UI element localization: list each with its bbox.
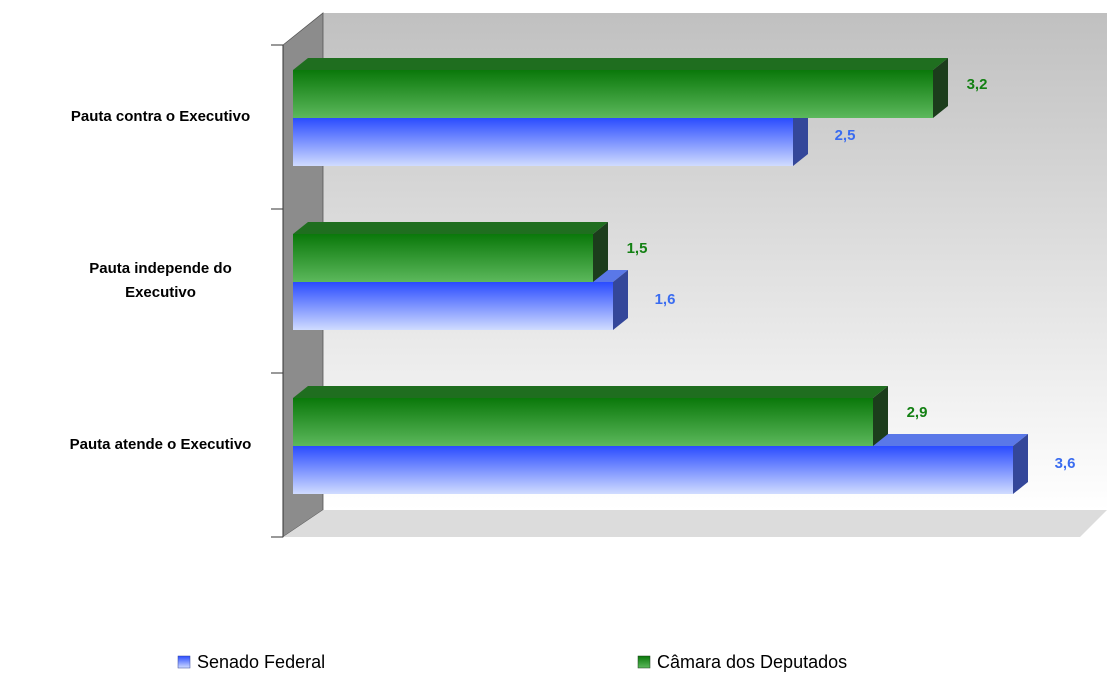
bar-front — [293, 118, 793, 166]
value-label: 3,2 — [967, 76, 988, 93]
category-label: Pauta contra o Executivo — [70, 108, 251, 125]
legend-swatch — [637, 655, 651, 669]
value-label: 1,5 — [627, 240, 648, 257]
value-label: 3,6 — [1055, 455, 1076, 472]
value-label: 2,9 — [907, 404, 928, 421]
category-label: Pauta atende o Executivo — [69, 436, 252, 453]
bar-side — [793, 106, 808, 166]
bar — [293, 58, 948, 118]
legend-swatch — [177, 655, 191, 669]
category-label: Pauta independe do Executivo — [89, 260, 232, 301]
bar-front — [293, 70, 933, 118]
bar-side — [593, 222, 608, 282]
bar-top — [293, 58, 948, 70]
floor — [283, 510, 1107, 537]
bar-front — [293, 446, 1013, 494]
value-label: 2,5 — [835, 127, 856, 144]
axis-ticks — [271, 44, 283, 538]
bar-top — [293, 386, 888, 398]
bar-front — [293, 282, 613, 330]
bar-front — [293, 234, 593, 282]
bar-top — [293, 222, 608, 234]
bar — [293, 386, 888, 446]
bar-side — [1013, 434, 1028, 494]
bar-side — [933, 58, 948, 118]
legend-label: Câmara dos Deputados — [657, 652, 847, 672]
bar-side — [873, 386, 888, 446]
bar-side — [613, 270, 628, 330]
bar — [293, 222, 608, 282]
legend-label: Senado Federal — [197, 652, 325, 672]
bar-front — [293, 398, 873, 446]
value-label: 1,6 — [655, 291, 676, 308]
